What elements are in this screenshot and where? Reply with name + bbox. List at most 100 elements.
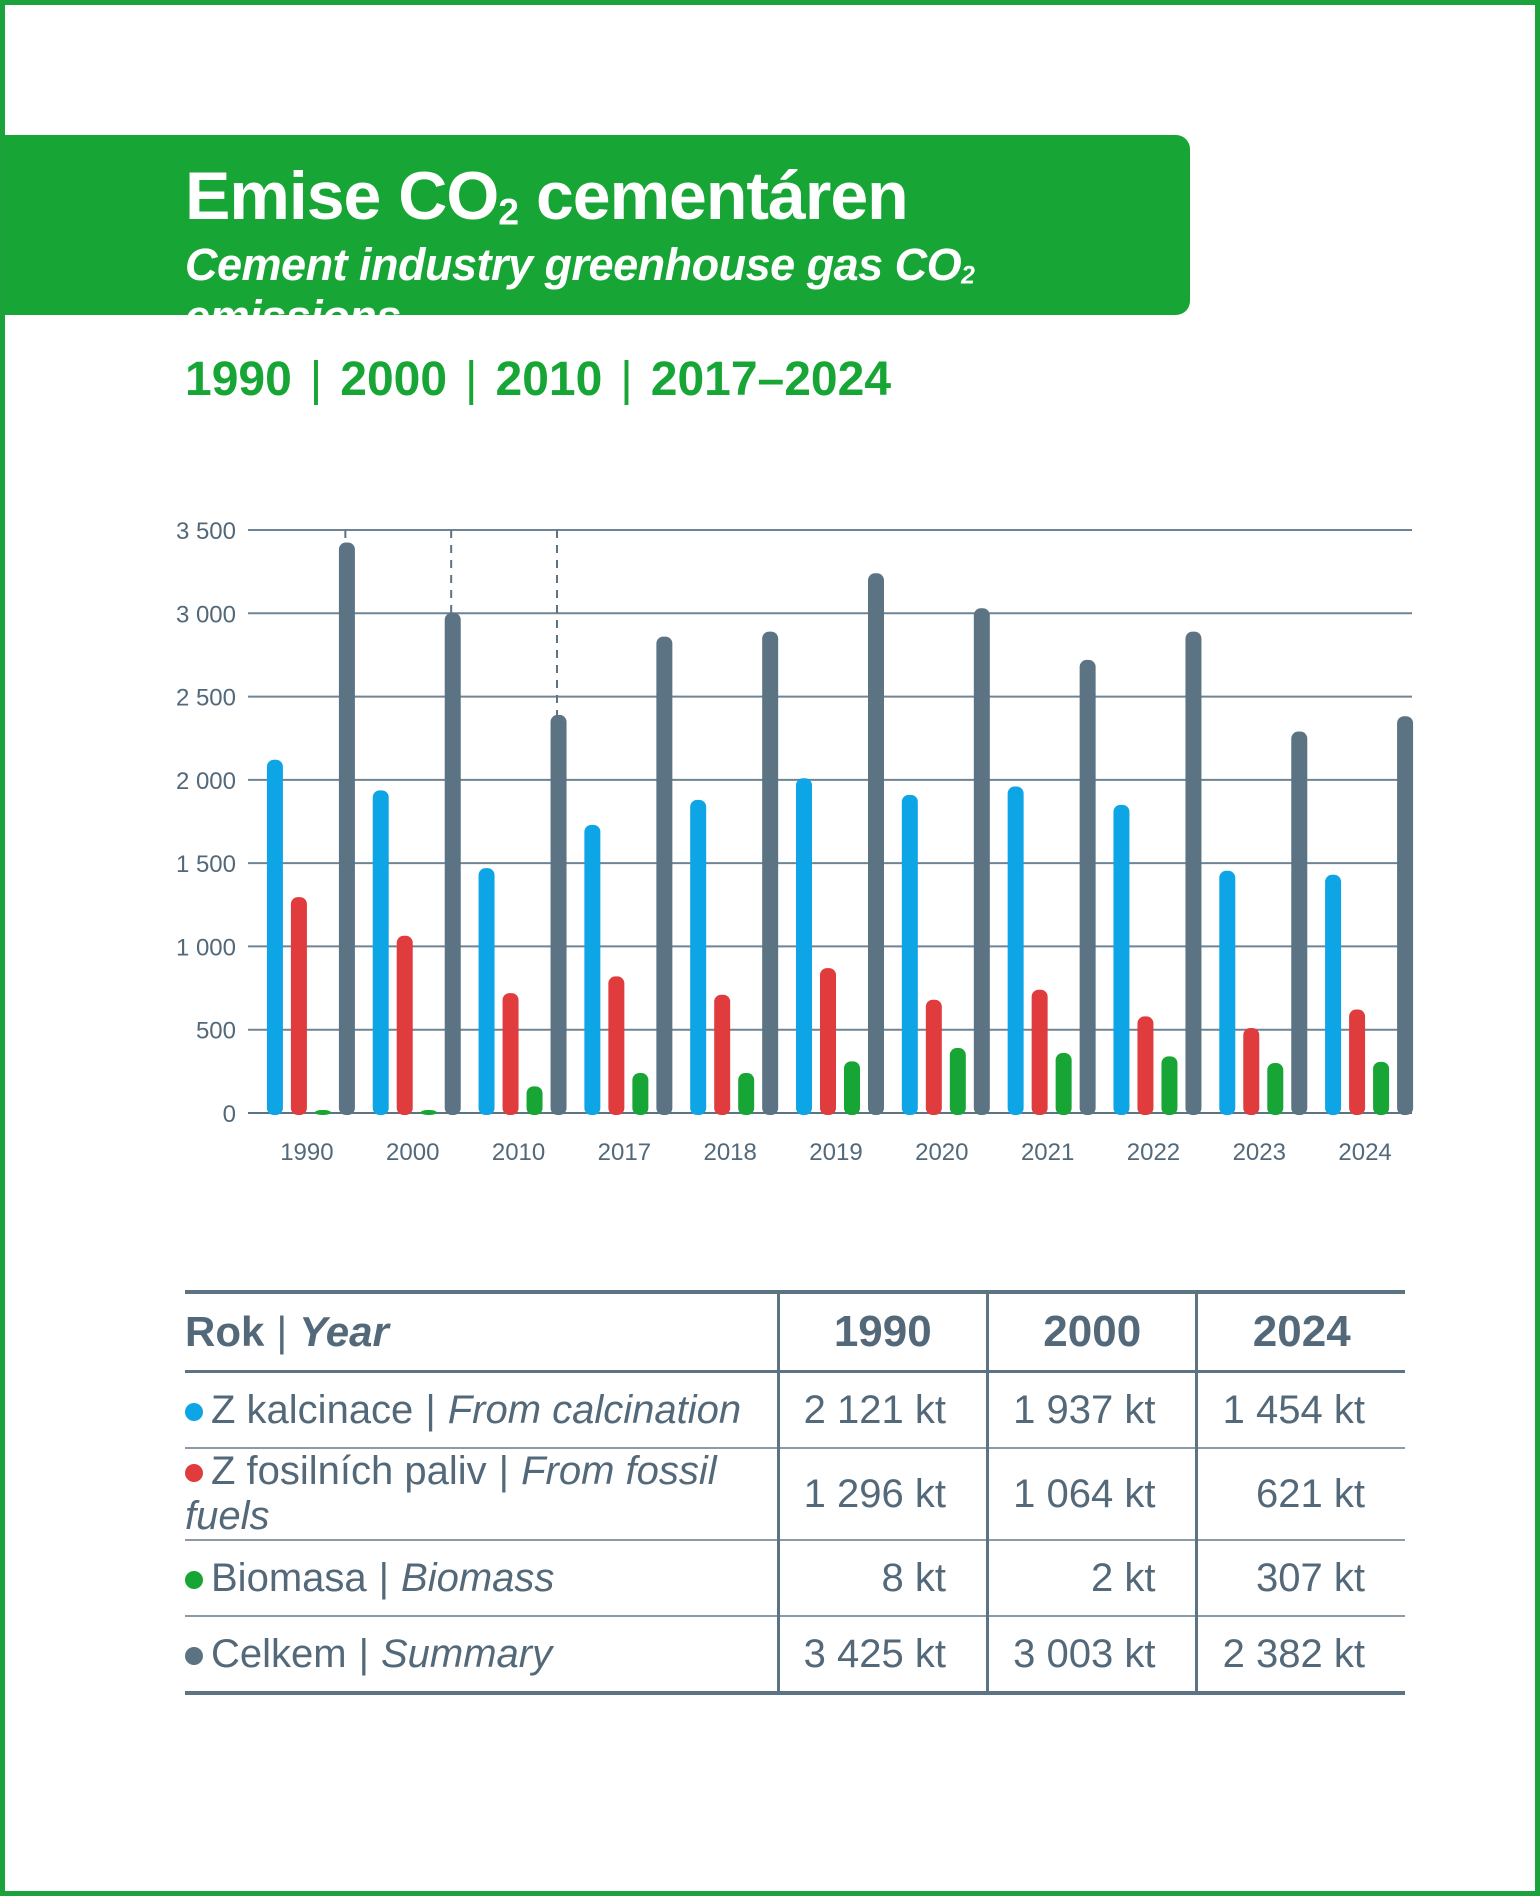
years-heading-item: 2000 (340, 353, 448, 406)
bar-biomass (1161, 1056, 1178, 1115)
table-row: Z kalcinace | From calcination 2 121 kt 1 93… (185, 1371, 1405, 1449)
chart-title: Emise CO2 cementáren (185, 158, 909, 234)
bar-fossil (1243, 1028, 1260, 1115)
row-value: 3 003 kt (985, 1616, 1197, 1695)
x-tick-label: 2022 (1127, 1139, 1180, 1166)
row-value: 1 296 kt (776, 1448, 988, 1541)
y-tick-label: 500 (196, 1018, 236, 1045)
title-banner: Emise CO2 cementáren Cement industry gre… (5, 135, 1190, 342)
bar-total (1185, 631, 1202, 1115)
row-value: 1 937 kt (985, 1371, 1197, 1449)
x-tick-label: 1990 (280, 1139, 333, 1166)
y-tick-label: 3 000 (176, 601, 236, 628)
row-value: 621 kt (1195, 1448, 1405, 1541)
bar-fossil (396, 935, 413, 1115)
years-heading: 1990 | 2000 | 2010 | 2017–2024 (185, 353, 892, 406)
bar-calcination (1325, 874, 1342, 1115)
bar-fossil (1349, 1009, 1366, 1115)
bar-biomass (738, 1073, 755, 1115)
bar-fossil (502, 993, 519, 1115)
row-label: Celkem | Summary (185, 1616, 779, 1695)
table-row: Biomasa | Biomass 8 kt 2 kt 307 kt (185, 1540, 1405, 1617)
chart-subtitle: Cement industry greenhouse gas CO2 emiss… (185, 239, 975, 342)
bar-calcination (796, 778, 812, 1115)
bar-biomass (1055, 1053, 1072, 1115)
bar-fossil (290, 897, 307, 1115)
row-value: 1 064 kt (985, 1448, 1197, 1541)
y-tick-label: 1 500 (176, 851, 236, 878)
bar-fossil (1137, 1016, 1154, 1115)
table-row: Celkem | Summary 3 425 kt 3 003 kt 2 382 kt (185, 1616, 1405, 1695)
row-value: 3 425 kt (776, 1616, 988, 1695)
bar-biomass (1267, 1063, 1284, 1115)
emissions-table: Rok | Year 1990 2000 2024 Z kalcinace | From… (185, 1290, 1405, 1695)
bar-chart: 3 500 3 000 2 500 2 000 1 500 1 000 500 0 1990 20… (176, 518, 1414, 1166)
years-heading-item: 1990 (185, 353, 292, 406)
bar-total (868, 573, 884, 1115)
bar-fossil (1031, 989, 1048, 1115)
table-header-year: 1990 (776, 1290, 988, 1373)
row-value: 2 kt (985, 1540, 1197, 1617)
bar-calcination (478, 868, 495, 1115)
bar-biomass (314, 1110, 331, 1115)
table-header-year: 2000 (985, 1290, 1197, 1373)
x-tick-label: 2024 (1338, 1139, 1391, 1166)
bar-biomass (420, 1110, 437, 1115)
y-tick-label: 0 (223, 1101, 236, 1128)
bar-total (762, 631, 779, 1115)
bar-calcination (690, 799, 707, 1115)
table-header-label: Rok | Year (185, 1290, 779, 1373)
bar-fossil (820, 968, 836, 1115)
bar-fossil (925, 999, 942, 1115)
bar-biomass (1373, 1061, 1390, 1115)
legend-dot-icon (185, 1646, 203, 1665)
bar-total (656, 636, 673, 1115)
row-value: 307 kt (1195, 1540, 1405, 1617)
row-value: 1 454 kt (1195, 1371, 1405, 1449)
bar-total (973, 608, 990, 1115)
x-tick-label: 2000 (386, 1139, 439, 1166)
x-tick-label: 2017 (598, 1139, 651, 1166)
bar-total (338, 542, 355, 1115)
row-label: Z fosilních paliv | From fossil fuels (185, 1448, 779, 1541)
years-heading-item: 2017–2024 (650, 353, 892, 406)
y-tick-label: 3 500 (176, 518, 236, 545)
table-header-row: Rok | Year 1990 2000 2024 (185, 1290, 1405, 1373)
y-tick-label: 1 000 (176, 934, 236, 961)
row-value: 8 kt (776, 1540, 988, 1617)
bar-fossil (714, 994, 731, 1115)
bar-total (444, 612, 461, 1115)
x-tick-label: 2020 (915, 1139, 968, 1166)
row-value: 2 121 kt (776, 1371, 988, 1449)
years-heading-item: 2010 (495, 353, 603, 406)
bar-calcination (266, 759, 283, 1115)
x-tick-label: 2023 (1233, 1139, 1286, 1166)
row-label: Biomasa | Biomass (185, 1540, 779, 1617)
row-label: Z kalcinace | From calcination (185, 1371, 779, 1449)
x-tick-label: 2021 (1021, 1139, 1074, 1166)
bar-calcination (1007, 786, 1024, 1115)
table-header-year: 2024 (1195, 1290, 1405, 1373)
table-row: Z fosilních paliv | From fossil fuels 1 296… (185, 1448, 1405, 1541)
bar-biomass (844, 1061, 860, 1115)
legend-dot-icon (185, 1570, 203, 1589)
bar-biomass (949, 1048, 966, 1115)
bar-calcination (1219, 870, 1236, 1115)
legend-dot-icon (185, 1402, 203, 1421)
x-tick-label: 2010 (492, 1139, 545, 1166)
bar-fossil (608, 976, 625, 1115)
bar-calcination (372, 790, 389, 1115)
bar-biomass (632, 1073, 649, 1115)
y-tick-label: 2 500 (176, 685, 236, 712)
legend-dot-icon (185, 1464, 203, 1483)
bar-biomass (526, 1086, 543, 1115)
bar-calcination (584, 824, 601, 1115)
row-value: 2 382 kt (1195, 1616, 1405, 1695)
bar-total (550, 714, 567, 1115)
y-tick-label: 2 000 (176, 768, 236, 795)
bar-total (1079, 659, 1096, 1115)
x-tick-label: 2018 (703, 1139, 756, 1166)
bar-total (1397, 716, 1414, 1115)
bar-calcination (1113, 804, 1130, 1115)
